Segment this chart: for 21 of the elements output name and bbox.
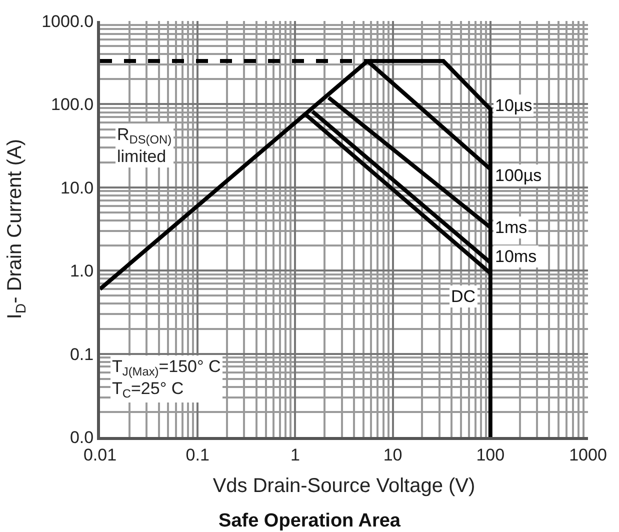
y-tick-label: 10.0 <box>60 178 94 198</box>
x-tick-label: 1 <box>290 445 300 464</box>
series-label: 10µs <box>495 96 532 115</box>
y-tick-label: 0.0 <box>70 428 94 447</box>
x-tick-label: 0.1 <box>186 445 210 464</box>
text: Safe Operation Area <box>218 510 401 532</box>
x-tick-label: 0.01 <box>83 445 117 464</box>
x-axis-title: Vds Drain-Source Voltage (V) <box>212 474 476 497</box>
x-tick-label: 100 <box>476 445 505 464</box>
y-tick-label: 0.1 <box>70 344 94 364</box>
series-label: DC <box>451 287 476 306</box>
x-tick-label: 10 <box>383 445 402 464</box>
series-label: 1ms <box>495 218 528 237</box>
text: T$_{J(Max)}$=150° C T$_{C}$=25° C <box>112 357 221 401</box>
y-tick-label: 100.0 <box>51 95 94 114</box>
annotation: R$_{DS(ON)}$ limited <box>117 125 172 166</box>
series-label: 10ms <box>495 247 537 266</box>
y-tick-label: 1.0 <box>70 262 94 281</box>
x-tick-label: 1000 <box>569 445 607 464</box>
series-label: 100µs <box>495 166 542 185</box>
y-tick-label: 1000.0 <box>42 12 94 31</box>
